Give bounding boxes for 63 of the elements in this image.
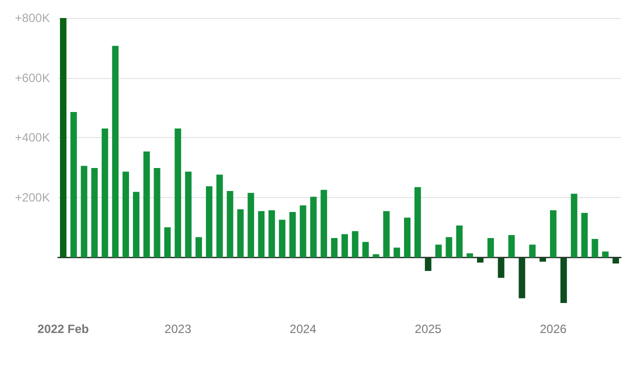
bar <box>498 257 504 278</box>
bar <box>258 211 265 258</box>
bar <box>196 237 202 258</box>
bar <box>540 257 546 262</box>
bar <box>424 257 432 271</box>
bar <box>237 209 244 258</box>
bar <box>102 128 108 258</box>
y-tick-label: +200K <box>14 190 50 205</box>
bar <box>70 112 77 258</box>
bar <box>320 190 328 258</box>
bar <box>414 187 421 258</box>
bar <box>612 257 620 264</box>
bar <box>164 227 171 258</box>
bar <box>456 225 463 258</box>
x-tick-label: 2022 Feb <box>38 322 89 336</box>
bar <box>435 244 442 258</box>
bar <box>570 194 578 258</box>
bar <box>206 186 212 258</box>
bar <box>289 212 296 258</box>
bar <box>372 254 380 258</box>
bar <box>80 166 88 258</box>
y-tick-label: +800K <box>14 11 50 25</box>
bar <box>331 238 338 258</box>
bar <box>122 172 129 258</box>
bar <box>278 220 286 258</box>
bar <box>560 257 567 303</box>
bar <box>248 192 254 258</box>
bar <box>143 152 150 258</box>
x-tick-label: 2025 <box>414 322 442 336</box>
bar <box>185 172 192 258</box>
bar <box>352 231 358 258</box>
bar <box>508 235 515 258</box>
bar <box>550 210 556 258</box>
bar <box>91 168 98 258</box>
bar <box>112 46 119 258</box>
bar <box>268 210 275 258</box>
bar <box>581 212 588 258</box>
bar <box>466 253 474 258</box>
x-tick-label: 2026 <box>540 322 567 336</box>
bar <box>226 191 234 258</box>
bar <box>341 234 348 258</box>
bar <box>529 244 536 258</box>
bar <box>518 257 526 298</box>
bar <box>487 238 494 258</box>
bar <box>60 18 66 258</box>
bar <box>394 248 400 258</box>
y-tick-label: +600K <box>14 70 50 85</box>
bar <box>404 218 410 258</box>
x-tick-label: 2024 <box>290 322 317 336</box>
bar <box>300 205 306 258</box>
bar <box>446 237 452 258</box>
bar <box>132 192 140 258</box>
x-tick-label: 2023 <box>164 322 192 336</box>
bar <box>602 252 609 258</box>
bar <box>362 242 369 258</box>
bar <box>216 174 223 258</box>
bar <box>477 257 484 263</box>
bar <box>592 238 598 258</box>
bar <box>154 168 160 258</box>
bar <box>174 128 182 258</box>
bar <box>383 211 390 258</box>
bar <box>310 196 317 258</box>
y-tick-label: +400K <box>14 130 50 145</box>
